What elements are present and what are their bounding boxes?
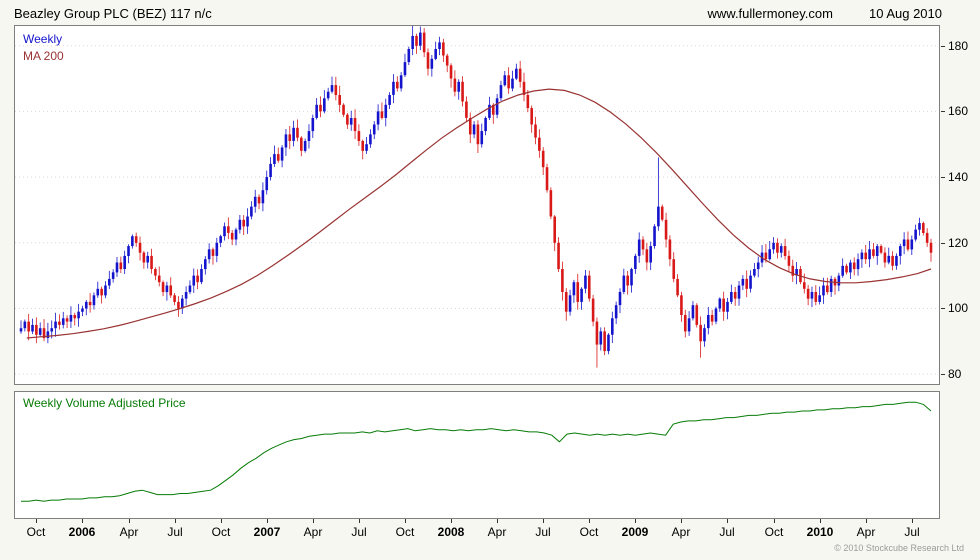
y-tick-mark — [941, 243, 945, 244]
x-tick-mark — [681, 519, 682, 523]
y-tick-mark — [941, 374, 945, 375]
x-axis-label: 2008 — [437, 525, 465, 539]
x-tick-mark — [82, 519, 83, 523]
date-text: 10 Aug 2010 — [868, 5, 942, 21]
x-tick-mark — [267, 519, 268, 523]
x-tick-mark — [129, 519, 130, 523]
y-tick-mark — [941, 177, 945, 178]
x-tick-mark — [774, 519, 775, 523]
page-title: Beazley Group PLC (BEZ) 117 n/c — [14, 5, 212, 21]
volume-panel: Weekly Volume Adjusted Price — [14, 391, 940, 519]
x-tick-mark — [497, 519, 498, 523]
x-axis-label: Apr — [303, 525, 323, 539]
x-axis-label: 2006 — [68, 525, 96, 539]
x-tick-mark — [36, 519, 37, 523]
price-chart — [15, 26, 939, 375]
x-axis-label: Jul — [167, 525, 183, 539]
legend-weekly: Weekly — [23, 32, 63, 46]
ma200-line — [26, 88, 932, 339]
x-axis-label: Oct — [211, 525, 231, 539]
header: Beazley Group PLC (BEZ) 117 n/c www.full… — [14, 4, 942, 22]
x-axis-label: Jul — [535, 525, 551, 539]
chart-legend: Weekly MA 200 — [23, 31, 64, 65]
x-tick-mark — [451, 519, 452, 523]
x-tick-mark — [589, 519, 590, 523]
x-axis-label: Oct — [26, 525, 46, 539]
vap-chart — [21, 401, 932, 502]
x-tick-mark — [221, 519, 222, 523]
x-tick-mark — [820, 519, 821, 523]
x-axis-label: Jul — [904, 525, 920, 539]
x-axis-label: Apr — [671, 525, 691, 539]
header-right: www.fullermoney.com 10 Aug 2010 — [708, 6, 943, 21]
x-tick-mark — [405, 519, 406, 523]
x-tick-mark — [313, 519, 314, 523]
y-tick-mark — [941, 308, 945, 309]
x-tick-mark — [635, 519, 636, 523]
y-axis-label: 160 — [948, 104, 969, 118]
x-tick-mark — [543, 519, 544, 523]
y-axis-label: 100 — [948, 301, 969, 315]
y-tick-mark — [941, 111, 945, 112]
x-axis-label: Apr — [856, 525, 876, 539]
x-tick-mark — [912, 519, 913, 523]
y-axis-label: 180 — [948, 39, 969, 53]
y-axis-label: 120 — [948, 236, 969, 250]
x-tick-mark — [727, 519, 728, 523]
vap-line — [21, 401, 932, 502]
price-panel: Weekly MA 200 — [14, 25, 940, 385]
website-text: www.fullermoney.com — [707, 5, 833, 21]
x-tick-mark — [866, 519, 867, 523]
x-axis-label: Oct — [579, 525, 599, 539]
x-tick-mark — [175, 519, 176, 523]
vap-label: Weekly Volume Adjusted Price — [23, 396, 186, 410]
x-tick-mark — [359, 519, 360, 523]
x-axis-label: Apr — [119, 525, 139, 539]
x-axis-label: 2010 — [806, 525, 834, 539]
x-axis-label: Jul — [351, 525, 367, 539]
candles — [19, 26, 933, 368]
x-axis-label: Jul — [719, 525, 735, 539]
y-axis-label: 140 — [948, 170, 969, 184]
legend-ma200: MA 200 — [23, 49, 64, 63]
x-axis-label: 2007 — [253, 525, 281, 539]
gridlines — [15, 45, 939, 375]
y-tick-mark — [941, 46, 945, 47]
y-axis-label: 80 — [948, 367, 962, 381]
x-axis-label: 2009 — [621, 525, 649, 539]
x-axis-label: Oct — [764, 525, 784, 539]
x-axis-label: Apr — [487, 525, 507, 539]
copyright-text: © 2010 Stockcube Research Ltd — [834, 543, 964, 553]
x-axis-label: Oct — [395, 525, 415, 539]
